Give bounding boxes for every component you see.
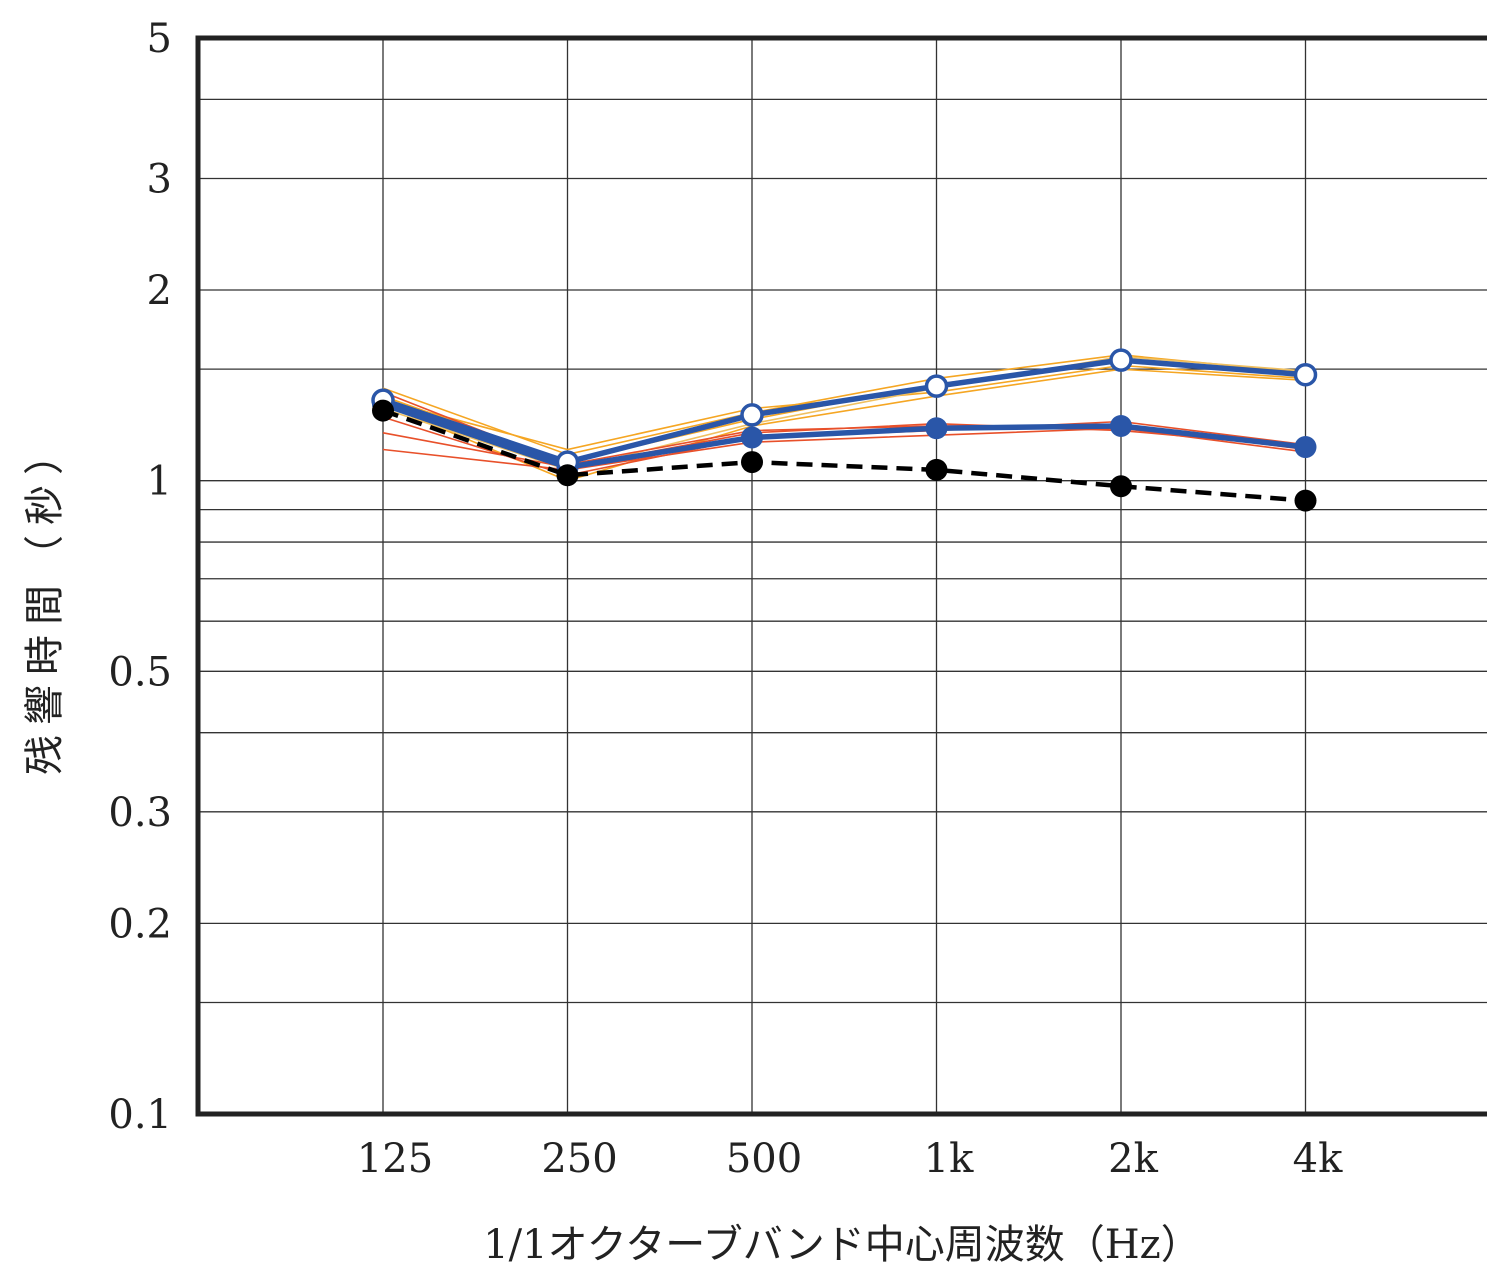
series-8: [382, 422, 1306, 469]
x-tick-label: 125: [357, 1136, 433, 1182]
y-tick-label: 5: [147, 16, 172, 62]
series-11: [372, 399, 1317, 512]
data-point: [925, 417, 948, 440]
data-point: [741, 451, 763, 474]
x-tick-label: 250: [541, 1136, 617, 1182]
y-tick-label: 0.5: [108, 649, 172, 695]
data-point: [925, 458, 948, 481]
series-line: [382, 364, 1306, 451]
y-tick-label: 0.1: [108, 1092, 172, 1138]
x-tick-label: 1k: [924, 1136, 974, 1182]
data-point: [1293, 362, 1318, 387]
data-point: [740, 403, 764, 427]
tick-labels: 0.1 0.2 0.3 0.5 1 2 3 5 125 250 500 1k 2k 4k: [108, 16, 1343, 1182]
y-tick-label: 0.3: [108, 790, 172, 836]
series-line: [382, 357, 1306, 465]
series-2: [382, 364, 1306, 451]
y-tick-label: 0.2: [108, 901, 172, 947]
y-axis-label: 残響時間（秒）: [22, 425, 68, 775]
data-point: [741, 426, 763, 449]
series-3: [382, 368, 1306, 482]
grid: [198, 37, 1487, 1115]
x-tick-label: 4k: [1293, 1136, 1343, 1182]
data-point: [1110, 475, 1132, 498]
series-line: [382, 354, 1306, 456]
data-point: [1110, 414, 1132, 437]
data-point: [1294, 436, 1317, 459]
y-tick-label: 2: [147, 268, 172, 314]
series-line: [382, 422, 1306, 469]
x-tick-label: 2k: [1108, 1136, 1158, 1182]
series-line: [382, 401, 1306, 471]
data-point: [1294, 489, 1317, 512]
series-line: [382, 408, 1306, 503]
data-point: [556, 464, 579, 487]
data-point: [372, 399, 394, 422]
data-point: [1109, 348, 1133, 372]
x-axis-label: 1/1オクターブバンド中心周波数（Hz）: [483, 1222, 1201, 1265]
series-line: [382, 368, 1306, 482]
data-point: [924, 374, 949, 398]
y-tick-label: 3: [147, 157, 172, 203]
series-layer: [371, 348, 1318, 512]
x-tick-label: 500: [726, 1136, 802, 1182]
series-0: [382, 354, 1306, 456]
y-tick-label: 1: [147, 459, 172, 505]
plot-frame: [195, 35, 1487, 1117]
